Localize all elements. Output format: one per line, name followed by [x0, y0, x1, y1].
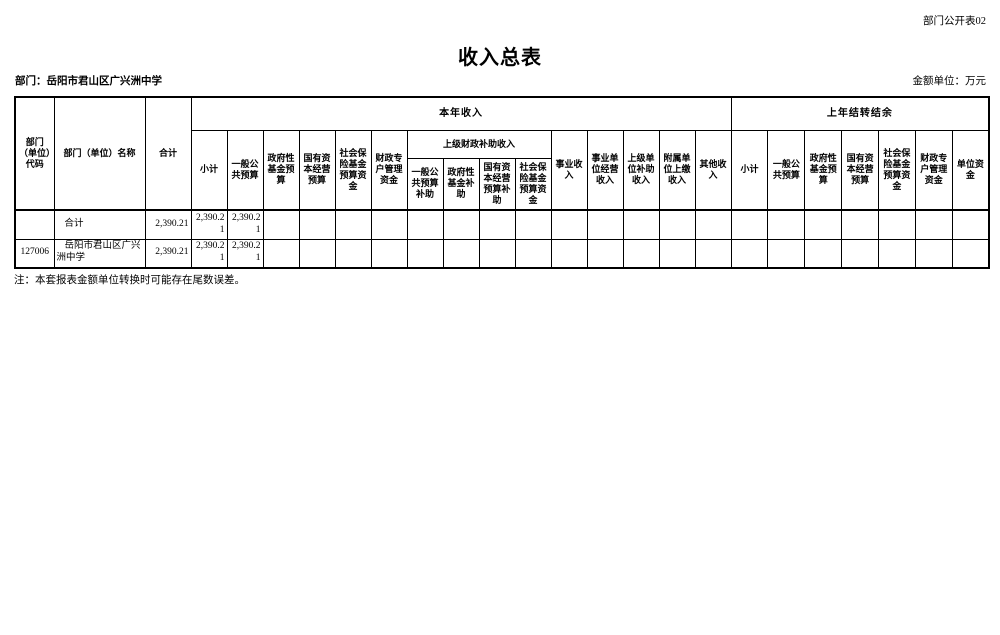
- meta-row: 部门：岳阳市君山区广兴洲中学 金额单位：万元: [15, 73, 986, 88]
- header-cy-business-operating-income: 事业单位经营收入: [586, 129, 624, 211]
- cell-co-subtotal: [730, 209, 769, 240]
- header-cy-higher-unit-subsidy-income: 上级单位补助收入: [622, 129, 660, 211]
- page-title: 收入总表: [458, 47, 542, 69]
- header-cy-state-capital-budget: 国有资本经营预算: [298, 129, 336, 211]
- header-co-fiscal-special-account: 财政专户管理资金: [914, 129, 953, 211]
- cell-name: 合计: [53, 209, 146, 240]
- cell-cy-social-insurance: [334, 238, 372, 269]
- cell-co-subtotal: [730, 238, 769, 269]
- cell-business-income: [550, 209, 588, 240]
- header-cy-subtotal: 小计: [190, 129, 228, 211]
- cell-subsidy-general-public: [406, 209, 444, 240]
- cell-co-state-capital: [841, 238, 879, 269]
- header-subsidy-gov-fund: 政府性基金补助: [442, 157, 480, 211]
- header-grand-total: 合计: [144, 96, 192, 211]
- header-co-unit-fund: 单位资金: [951, 129, 990, 211]
- cell-cy-fiscal-account: [370, 238, 408, 269]
- header-cy-general-public-budget: 一般公共预算: [226, 129, 264, 211]
- cell-co-fiscal-account: [914, 238, 953, 269]
- cell-business-operating-income: [586, 238, 624, 269]
- cell-cy-subtotal: 2,390.21: [190, 209, 228, 240]
- header-co-social-insurance-fund: 社会保险基金预算资金: [878, 129, 916, 211]
- header-co-general-public-budget: 一般公共预算: [767, 129, 806, 211]
- header-unit-name: 部门（单位）名称: [53, 96, 146, 211]
- header-subsidy-social-insurance: 社会保险基金预算资金: [514, 157, 552, 211]
- cell-co-general-public: [767, 209, 806, 240]
- cell-co-gov-fund: [804, 238, 843, 269]
- cell-co-unit-fund: [951, 209, 990, 240]
- cell-business-income: [550, 238, 588, 269]
- cell-cy-social-insurance: [334, 209, 372, 240]
- cell-subsidy-general-public: [406, 238, 444, 269]
- cell-co-gov-fund: [804, 209, 843, 240]
- header-group-current-year: 本年收入: [190, 96, 732, 131]
- cell-higher-unit-subsidy-income: [622, 209, 660, 240]
- cell-affiliated-unit-income: [658, 209, 696, 240]
- cell-cy-subtotal: 2,390.21: [190, 238, 228, 269]
- header-co-state-capital-budget: 国有资本经营预算: [841, 129, 879, 211]
- cell-cy-general-public: 2,390.21: [226, 209, 264, 240]
- cell-co-social-insurance: [878, 238, 916, 269]
- cell-co-social-insurance: [878, 209, 916, 240]
- cell-subsidy-gov-fund: [442, 238, 480, 269]
- header-cy-social-insurance-fund: 社会保险基金预算资金: [334, 129, 372, 211]
- header-unit-code: 部门（单位）代码: [14, 96, 55, 211]
- cell-co-unit-fund: [951, 238, 990, 269]
- cell-cy-state-capital: [298, 209, 336, 240]
- cell-other-income: [694, 238, 732, 269]
- cell-code: 127006: [14, 238, 55, 269]
- cell-subsidy-state-capital: [478, 209, 516, 240]
- cell-co-fiscal-account: [914, 209, 953, 240]
- table-header: 部门（单位）代码 部门（单位）名称 合计 本年收入 上年结转结余 小计 一般公共…: [14, 96, 990, 211]
- cell-grand-total: 2,390.21: [144, 209, 192, 240]
- cell-grand-total: 2,390.21: [144, 238, 192, 269]
- cell-cy-state-capital: [298, 238, 336, 269]
- header-cy-business-income: 事业收入: [550, 129, 588, 211]
- table-row-unit: 127006 岳阳市君山区广兴洲中学 2,390.21 2,390.21 2,3…: [14, 238, 990, 269]
- header-group-higher-subsidy: 上级财政补助收入: [406, 129, 552, 159]
- table-row-total: 合计 2,390.21 2,390.21 2,390.21: [14, 209, 990, 240]
- cell-code: [14, 209, 55, 240]
- cell-higher-unit-subsidy-income: [622, 238, 660, 269]
- header-cy-other-income: 其他收入: [694, 129, 732, 211]
- footnote: 注：本套报表金额单位转换时可能存在尾数误差。: [14, 275, 245, 286]
- header-co-gov-fund-budget: 政府性基金预算: [804, 129, 843, 211]
- cell-other-income: [694, 209, 732, 240]
- cell-cy-fiscal-account: [370, 209, 408, 240]
- table-body: 合计 2,390.21 2,390.21 2,390.21: [14, 209, 990, 269]
- department-label: 部门：岳阳市君山区广兴洲中学: [15, 76, 162, 87]
- cell-name: 岳阳市君山区广兴洲中学: [53, 238, 146, 269]
- header-cy-gov-fund-budget: 政府性基金预算: [262, 129, 300, 211]
- header-co-subtotal: 小计: [730, 129, 769, 211]
- cell-affiliated-unit-income: [658, 238, 696, 269]
- cell-co-state-capital: [841, 209, 879, 240]
- header-group-carryover: 上年结转结余: [730, 96, 990, 131]
- header-cy-fiscal-special-account: 财政专户管理资金: [370, 129, 408, 211]
- header-cy-affiliated-unit-income: 附属单位上缴收入: [658, 129, 696, 211]
- cell-business-operating-income: [586, 209, 624, 240]
- cell-cy-gov-fund: [262, 238, 300, 269]
- cell-cy-general-public: 2,390.21: [226, 238, 264, 269]
- doc-label: 部门公开表02: [923, 16, 986, 27]
- cell-subsidy-social-insurance: [514, 238, 552, 269]
- cell-subsidy-social-insurance: [514, 209, 552, 240]
- header-subsidy-state-capital: 国有资本经营预算补助: [478, 157, 516, 211]
- income-summary-table: 部门（单位）代码 部门（单位）名称 合计 本年收入 上年结转结余 小计 一般公共…: [14, 96, 991, 269]
- cell-subsidy-state-capital: [478, 238, 516, 269]
- amount-unit-label: 金额单位：万元: [912, 76, 987, 87]
- cell-co-general-public: [767, 238, 806, 269]
- cell-subsidy-gov-fund: [442, 209, 480, 240]
- cell-cy-gov-fund: [262, 209, 300, 240]
- header-subsidy-general-public: 一般公共预算补助: [406, 157, 444, 211]
